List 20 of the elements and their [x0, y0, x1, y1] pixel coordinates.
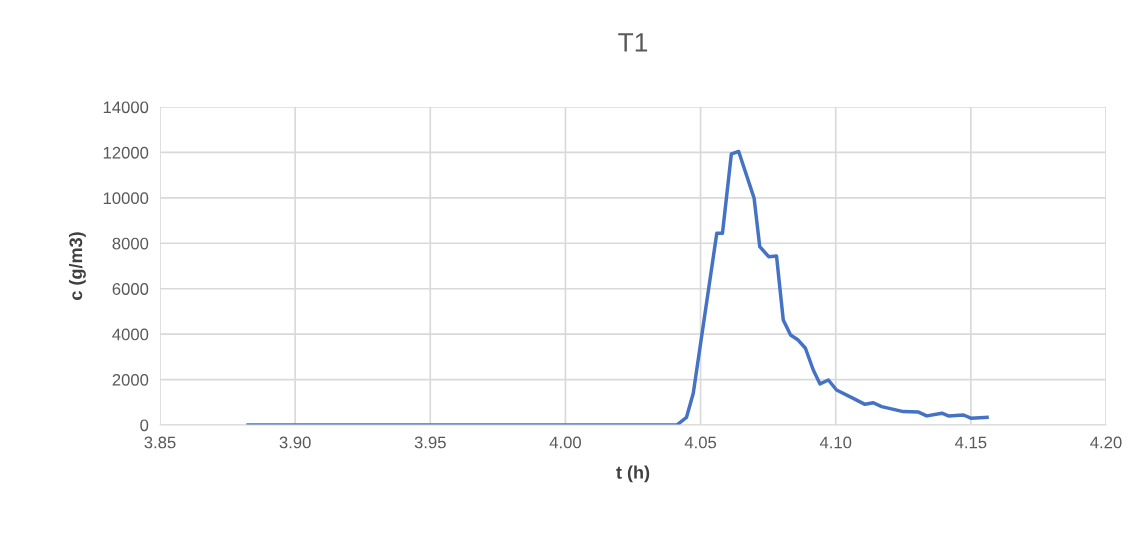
- y-tick-label: 6000: [112, 283, 149, 295]
- y-tick-label: 0: [140, 419, 149, 432]
- x-tick-label: 3.95: [414, 436, 446, 449]
- x-tick-label: 4.20: [1090, 436, 1122, 449]
- x-tick-label: 4.15: [955, 436, 987, 449]
- y-tick-label: 4000: [112, 328, 149, 341]
- x-tick-label: 4.00: [549, 436, 581, 449]
- y-tick-label: 2000: [112, 373, 149, 386]
- y-tick-label: 8000: [112, 237, 149, 250]
- x-tick-label: 3.90: [279, 436, 311, 449]
- y-tick-label: 12000: [103, 146, 149, 159]
- y-tick-label: 14000: [103, 101, 149, 114]
- chart-title: T1: [618, 33, 648, 52]
- line-series: [246, 149, 989, 425]
- x-tick-label: 4.10: [819, 436, 852, 449]
- x-tick-label: 4.05: [684, 436, 717, 449]
- y-axis-title: c (g/m3): [68, 232, 86, 300]
- y-tick-label: 10000: [103, 192, 149, 205]
- x-axis-title: t (h): [616, 465, 650, 483]
- x-tick-label: 3.85: [144, 436, 176, 449]
